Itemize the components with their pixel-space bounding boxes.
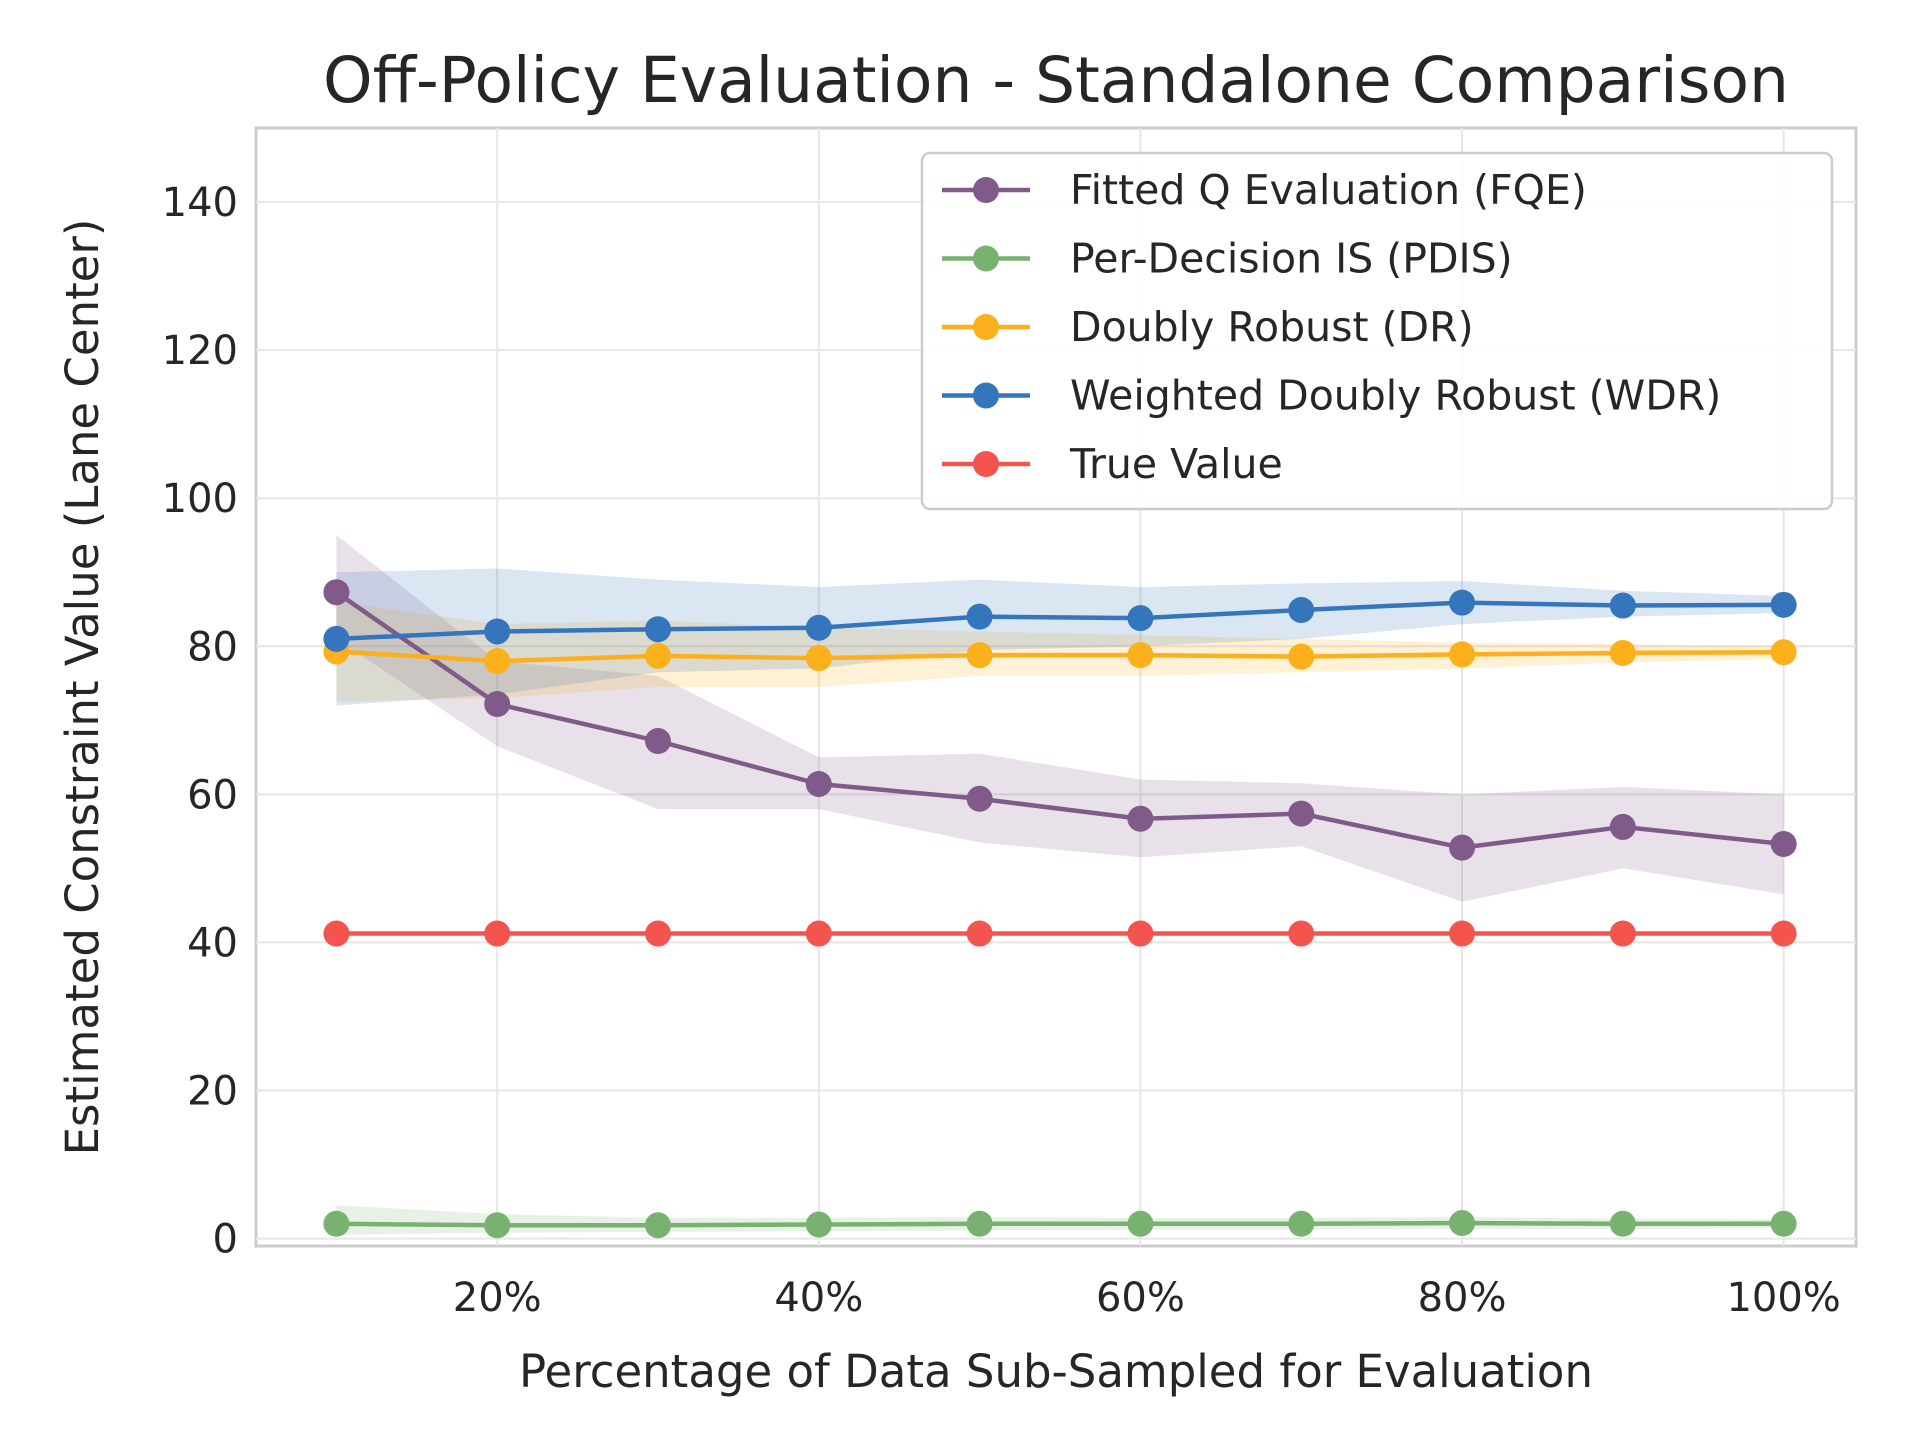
- data-point-1-4: [966, 1210, 993, 1237]
- data-point-3-3: [805, 614, 832, 641]
- legend-label-4: True Value: [1069, 440, 1283, 488]
- data-point-1-8: [1609, 1210, 1636, 1237]
- data-point-1-7: [1449, 1210, 1476, 1237]
- data-point-0-6: [1288, 800, 1315, 827]
- data-point-2-9: [1770, 639, 1797, 666]
- data-point-3-0: [323, 625, 350, 652]
- legend-swatch-marker-1: [973, 245, 999, 272]
- confidence-band-1: [336, 1205, 1784, 1235]
- data-point-0-2: [645, 728, 672, 755]
- data-point-3-1: [484, 618, 511, 645]
- data-point-4-0: [323, 920, 350, 947]
- y-tick-label: 120: [162, 328, 238, 374]
- data-point-1-3: [805, 1211, 832, 1238]
- y-axis-label: Estimated Constraint Value (Lane Center): [56, 219, 109, 1156]
- data-point-4-5: [1127, 920, 1154, 947]
- data-point-1-2: [645, 1212, 672, 1239]
- data-point-1-9: [1770, 1210, 1797, 1237]
- data-point-2-1: [484, 648, 511, 675]
- data-point-2-6: [1288, 643, 1315, 670]
- data-point-3-4: [966, 603, 993, 630]
- data-point-4-4: [966, 920, 993, 947]
- legend-box: [920, 151, 1834, 511]
- series-line-3: [336, 600, 1784, 642]
- series-lines: [335, 590, 1784, 1228]
- data-point-0-5: [1127, 805, 1154, 832]
- data-point-2-5: [1127, 642, 1154, 669]
- series-points: [323, 579, 1797, 1239]
- legend-label-0: Fitted Q Evaluation (FQE): [1070, 166, 1587, 214]
- data-point-4-3: [805, 920, 832, 947]
- data-point-1-6: [1288, 1210, 1315, 1237]
- y-tick-label: 20: [187, 1069, 238, 1115]
- legend-label-3: Weighted Doubly Robust (WDR): [1070, 372, 1721, 420]
- confidence-band-0: [336, 535, 1784, 902]
- data-point-3-6: [1288, 596, 1315, 623]
- legend-swatch-marker-4: [973, 451, 999, 477]
- y-tick-label: 0: [213, 1217, 238, 1263]
- y-tick-label: 100: [162, 476, 238, 522]
- data-point-2-8: [1609, 639, 1636, 666]
- legend-swatch-marker-0: [973, 177, 999, 203]
- data-point-4-6: [1288, 920, 1315, 947]
- data-point-3-2: [645, 616, 672, 643]
- x-tick-label: 80%: [1418, 1275, 1507, 1321]
- legend-swatch-marker-3: [973, 382, 999, 409]
- data-point-1-1: [484, 1212, 511, 1239]
- data-point-4-8: [1609, 920, 1636, 947]
- series-line-1: [336, 1220, 1784, 1228]
- data-point-3-7: [1449, 589, 1476, 616]
- legend-entries: Fitted Q Evaluation (FQE) Per-Decision IS…: [942, 166, 1721, 488]
- legend-label-2: Doubly Robust (DR): [1070, 303, 1474, 351]
- data-point-1-0: [323, 1210, 350, 1237]
- y-tick-label: 80: [187, 624, 238, 670]
- data-point-0-3: [805, 770, 832, 797]
- x-tick-label: 100%: [1726, 1275, 1840, 1321]
- chart-title: Off-Policy Evaluation - Standalone Compa…: [323, 44, 1789, 117]
- data-point-4-1: [484, 920, 511, 947]
- data-point-4-9: [1770, 920, 1797, 947]
- data-point-3-5: [1127, 605, 1154, 632]
- x-axis-label: Percentage of Data Sub-Sampled for Evalu…: [519, 1345, 1593, 1398]
- legend-swatch-marker-2: [973, 314, 999, 340]
- data-point-2-7: [1449, 641, 1476, 668]
- y-tick-label: 60: [187, 772, 238, 818]
- data-point-4-2: [645, 920, 672, 947]
- tick-labels: 0 20 40 60 80 100 120 140 20% 40% 60% 80% 100%: [162, 180, 1841, 1321]
- data-point-0-4: [966, 785, 993, 812]
- data-point-2-4: [966, 642, 993, 669]
- data-point-3-9: [1770, 591, 1797, 618]
- series-line-2: [336, 649, 1784, 664]
- x-tick-label: 20%: [453, 1275, 542, 1321]
- data-point-0-7: [1449, 834, 1476, 861]
- legend-label-1: Per-Decision IS (PDIS): [1070, 235, 1513, 283]
- data-point-1-5: [1127, 1210, 1154, 1237]
- data-point-4-7: [1449, 920, 1476, 947]
- data-point-0-9: [1770, 830, 1797, 857]
- y-tick-label: 40: [187, 920, 238, 966]
- series-line-0: [335, 590, 1784, 850]
- data-point-2-2: [645, 642, 672, 669]
- data-point-2-3: [805, 645, 832, 672]
- data-point-3-8: [1609, 592, 1636, 619]
- data-point-0-1: [484, 691, 511, 718]
- x-tick-label: 40%: [774, 1275, 863, 1321]
- y-tick-label: 140: [162, 180, 238, 226]
- x-tick-label: 60%: [1096, 1275, 1185, 1321]
- legend: Fitted Q Evaluation (FQE) Per-Decision IS…: [920, 151, 1834, 511]
- data-point-0-8: [1609, 813, 1636, 840]
- data-point-0-0: [323, 579, 350, 606]
